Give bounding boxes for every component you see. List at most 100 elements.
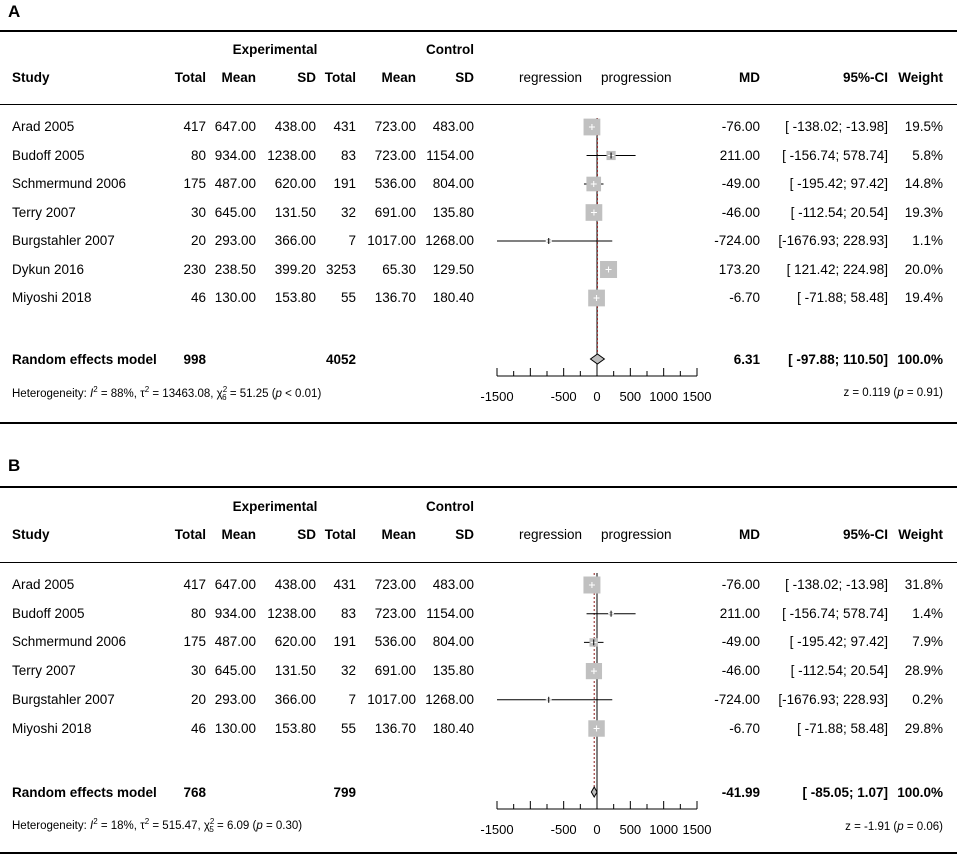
x-tick-label: -500 — [551, 389, 577, 404]
cell-md: -46.00 — [721, 663, 760, 679]
cell-e-sd: 438.00 — [274, 577, 316, 592]
cell-ci: [ -195.42; 97.42] — [789, 176, 888, 191]
cell-c-mean: 136.70 — [374, 720, 416, 736]
cell-weight: 0.2% — [912, 691, 943, 707]
summary-c-total: 4052 — [325, 352, 356, 367]
cell-weight: 7.9% — [912, 634, 943, 650]
x-tick-label: 1000 — [649, 389, 678, 404]
col-md: MD — [739, 527, 760, 542]
x-tick-label: 500 — [619, 822, 641, 837]
cell-c-total: 191 — [333, 634, 356, 650]
cell-e-sd: 1238.00 — [267, 605, 316, 621]
cell-e-mean: 487.00 — [214, 176, 256, 191]
study-marker — [497, 696, 613, 703]
cell-c-total: 3253 — [325, 261, 356, 277]
cell-ci: [ -112.54; 20.54] — [790, 663, 888, 679]
cell-e-mean: 238.50 — [214, 261, 256, 277]
control-header: Control — [426, 499, 474, 514]
cell-c-sd: 1268.00 — [425, 691, 474, 707]
cell-e-mean: 934.00 — [214, 147, 256, 163]
cell-ci: [ -71.88; 58.48] — [797, 290, 888, 305]
cell-study: Terry 2007 — [12, 204, 76, 220]
cell-e-total: 175 — [183, 634, 206, 650]
z-test-text: z = -1.91 (p = 0.06) — [845, 821, 943, 833]
cell-c-mean: 723.00 — [374, 119, 416, 134]
col-weight: Weight — [898, 70, 943, 85]
bottom-rule — [0, 852, 957, 854]
axis-label-right: progression — [601, 527, 672, 542]
cell-md: -46.00 — [721, 204, 760, 220]
panel-letter: A — [8, 2, 21, 21]
cell-e-sd: 620.00 — [274, 176, 316, 191]
summary-weight: 100.0% — [897, 785, 943, 800]
study-marker — [497, 238, 613, 244]
cell-md: -6.70 — [729, 290, 760, 305]
cell-c-total: 431 — [333, 577, 356, 592]
cell-weight: 31.8% — [904, 577, 943, 592]
cell-c-total: 191 — [333, 176, 356, 191]
forest-plot-graphic: -1500 -500 0 500 1000 1500 — [480, 118, 711, 404]
heterogeneity-text: Heterogeneity: I2 = 18%, τ2 = 515.47, χ2… — [12, 817, 303, 835]
col-ci: 95%-CI — [842, 70, 888, 85]
col-c-sd: SD — [455, 527, 474, 542]
cell-md: 211.00 — [719, 147, 760, 163]
control-header: Control — [426, 42, 474, 57]
cell-ci: [ -112.54; 20.54] — [790, 204, 888, 220]
cell-c-mean: 691.00 — [374, 204, 416, 220]
col-study: Study — [12, 70, 50, 85]
col-c-sd: SD — [455, 70, 474, 85]
col-e-total: Total — [174, 527, 206, 542]
header-rule — [0, 104, 957, 105]
cell-study: Arad 2005 — [12, 119, 75, 134]
study-marker — [583, 118, 601, 136]
cell-study: Schmermund 2006 — [12, 634, 127, 650]
cell-e-total: 46 — [190, 290, 206, 305]
cell-ci: [ -195.42; 97.42] — [789, 634, 888, 650]
col-e-sd: SD — [297, 70, 316, 85]
cell-c-sd: 180.40 — [432, 290, 474, 305]
col-weight: Weight — [898, 527, 943, 542]
cell-study: Miyoshi 2018 — [12, 720, 92, 736]
cell-ci: [ -138.02; -13.98] — [785, 577, 888, 592]
cell-c-sd: 804.00 — [432, 634, 474, 650]
summary-diamond — [590, 785, 598, 799]
axis-label-left: regression — [519, 70, 583, 85]
cell-weight: 19.3% — [904, 204, 943, 220]
cell-e-total: 230 — [183, 261, 206, 277]
x-tick-label: 0 — [593, 822, 600, 837]
cell-c-mean: 136.70 — [374, 290, 416, 305]
cell-c-sd: 129.50 — [432, 261, 474, 277]
cell-e-sd: 438.00 — [274, 119, 316, 134]
x-tick-label: -1500 — [480, 389, 513, 404]
col-c-total: Total — [324, 70, 356, 85]
study-marker — [588, 289, 605, 307]
summary-ci: [ -85.05; 1.07] — [802, 785, 888, 800]
cell-c-mean: 723.00 — [374, 577, 416, 592]
forest-plot-panel-b: B Experimental Control Study Total Mean … — [0, 430, 957, 860]
study-marker — [583, 576, 601, 594]
x-tick-label: 1000 — [649, 822, 678, 837]
forest-plot-panel-a: A Experimental Control Study Total Mean … — [0, 2, 957, 424]
col-ci: 95%-CI — [842, 527, 888, 542]
cell-e-total: 46 — [190, 720, 206, 736]
panel-letter: B — [8, 456, 21, 475]
cell-weight: 28.9% — [904, 663, 943, 679]
cell-md: -49.00 — [721, 634, 760, 650]
cell-md: -76.00 — [721, 577, 760, 592]
cell-e-total: 20 — [190, 233, 206, 248]
summary-md: -41.99 — [721, 785, 760, 800]
cell-weight: 1.4% — [912, 605, 943, 621]
cell-c-sd: 180.40 — [432, 720, 474, 736]
cell-e-total: 417 — [183, 119, 206, 134]
cell-c-mean: 723.00 — [374, 147, 416, 163]
study-marker — [586, 150, 636, 161]
cell-e-mean: 934.00 — [214, 605, 256, 621]
col-e-sd: SD — [297, 527, 316, 542]
cell-study: Arad 2005 — [12, 577, 75, 592]
cell-c-total: 431 — [333, 119, 356, 134]
cell-study: Terry 2007 — [12, 663, 76, 679]
top-rule — [0, 486, 957, 488]
cell-c-total: 83 — [340, 605, 356, 621]
summary-diamond — [589, 353, 606, 365]
study-marker — [583, 176, 604, 192]
